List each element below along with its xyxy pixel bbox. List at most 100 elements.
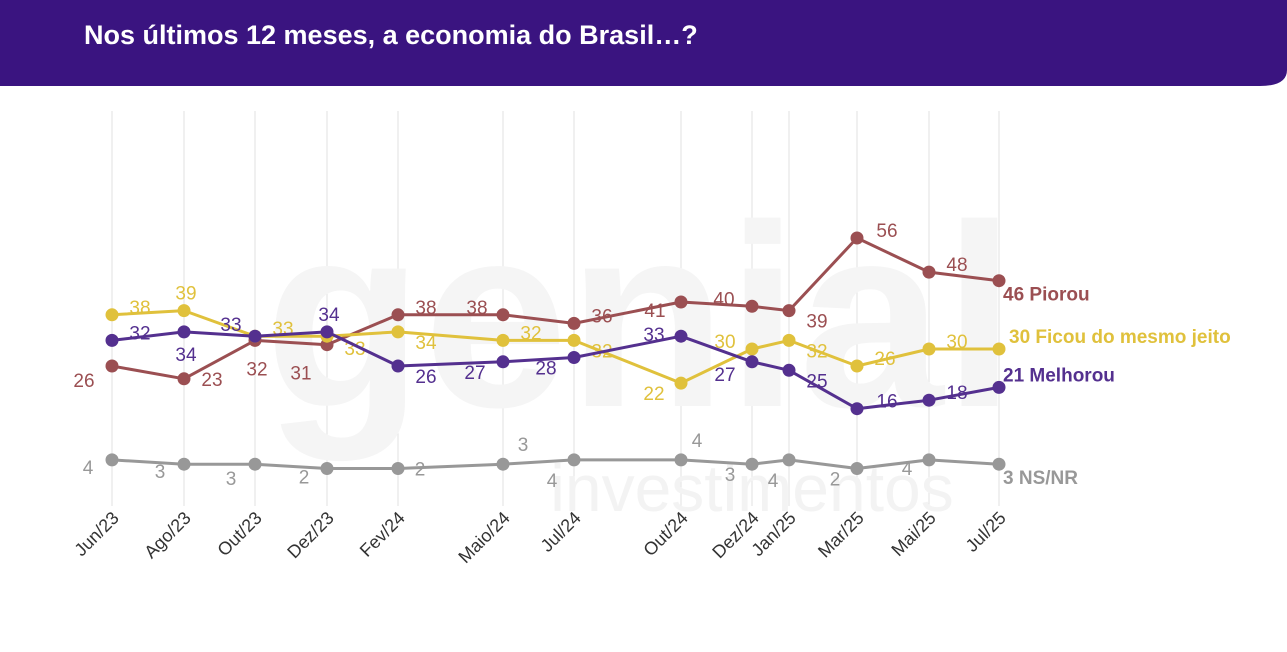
point-nsnr-7 [674, 453, 688, 467]
point-nsnr-4 [391, 462, 405, 475]
header-banner: Nos últimos 12 meses, a economia do Bras… [0, 0, 1287, 86]
data-label-piorou-4: 38 [415, 298, 436, 319]
data-label-nsnr-5: 3 [518, 435, 529, 456]
point-melhorou-7 [674, 329, 688, 343]
data-label-melhorou-5: 27 [464, 363, 485, 384]
x-tick-label-0: Jun/23 [70, 508, 122, 560]
point-ficou-10 [850, 359, 864, 373]
data-label-nsnr-6: 4 [547, 471, 558, 492]
data-label-nsnr-8: 3 [725, 465, 736, 486]
point-ficou-11 [922, 342, 936, 356]
point-piorou-8 [745, 299, 759, 313]
x-tick-label-4: Fev/24 [356, 508, 409, 561]
point-piorou-7 [674, 295, 688, 309]
data-label-melhorou-10: 16 [876, 392, 897, 413]
point-piorou-1 [177, 372, 191, 386]
point-ficou-8 [745, 342, 759, 356]
data-label-ficou-8: 30 [714, 332, 735, 353]
end-label-melhorou: 21 Melhorou [1003, 365, 1115, 386]
point-melhorou-5 [496, 355, 510, 369]
data-label-nsnr-11: 4 [902, 459, 913, 480]
data-label-melhorou-4: 26 [415, 367, 436, 388]
point-melhorou-9 [782, 363, 796, 377]
data-label-ficou-4: 34 [415, 333, 437, 354]
end-label-piorou: 46 Piorou [1003, 285, 1090, 306]
point-nsnr-5 [496, 457, 510, 471]
data-label-nsnr-0: 4 [83, 458, 94, 479]
data-label-piorou-8: 40 [713, 289, 734, 310]
data-label-piorou-11: 48 [946, 255, 967, 276]
point-nsnr-12 [992, 457, 1006, 471]
point-melhorou-0 [105, 333, 119, 347]
point-ficou-12 [992, 342, 1006, 356]
point-ficou-9 [782, 333, 796, 347]
point-nsnr-1 [177, 457, 191, 471]
data-label-piorou-0: 26 [73, 371, 94, 392]
point-piorou-5 [496, 308, 510, 322]
series-melhorou: 32 34 33 34 26 27 28 33 27 25 16 18 21 Melhorou [105, 305, 1115, 416]
x-tick-label-3: Dez/23 [283, 508, 337, 562]
point-nsnr-11 [922, 453, 936, 467]
point-nsnr-9 [782, 453, 796, 467]
point-piorou-12 [992, 274, 1006, 288]
point-ficou-6 [567, 333, 581, 347]
point-ficou-4 [391, 325, 405, 339]
data-label-melhorou-6: 28 [535, 359, 556, 380]
point-melhorou-8 [745, 355, 759, 369]
x-tick-label-2: Out/23 [213, 508, 265, 560]
point-melhorou-1 [177, 325, 191, 339]
data-label-ficou-1: 39 [175, 284, 196, 305]
point-melhorou-4 [391, 359, 405, 373]
data-label-nsnr-7: 4 [692, 431, 703, 452]
data-label-melhorou-8: 27 [714, 365, 735, 386]
x-tick-label-5: Maio/24 [454, 508, 513, 567]
data-label-melhorou-3: 34 [318, 305, 340, 326]
point-melhorou-6 [567, 351, 581, 364]
point-melhorou-3 [320, 325, 334, 339]
data-label-ficou-7: 22 [643, 384, 664, 405]
data-label-nsnr-9: 4 [768, 471, 779, 492]
header-background [0, 0, 1287, 86]
data-label-ficou-0: 38 [129, 298, 150, 319]
data-label-piorou-3: 31 [290, 364, 311, 385]
point-ficou-0 [105, 308, 119, 322]
data-label-piorou-7: 41 [644, 301, 665, 322]
data-label-melhorou-11: 18 [946, 383, 967, 404]
point-piorou-10 [850, 231, 864, 245]
watermark: genial investimentos [264, 172, 1015, 525]
data-label-ficou-2: 33 [272, 319, 293, 340]
point-nsnr-0 [105, 453, 119, 467]
data-label-nsnr-3: 2 [299, 468, 310, 489]
point-melhorou-12 [992, 380, 1006, 394]
point-piorou-0 [105, 359, 119, 373]
data-label-nsnr-10: 2 [830, 470, 841, 491]
data-label-nsnr-1: 3 [155, 462, 166, 483]
point-nsnr-8 [745, 457, 759, 471]
point-nsnr-2 [248, 457, 262, 471]
data-label-piorou-9: 39 [806, 312, 827, 333]
point-ficou-5 [496, 333, 510, 347]
data-label-nsnr-2: 3 [226, 469, 237, 490]
data-label-piorou-6: 36 [591, 306, 612, 327]
data-label-melhorou-9: 25 [806, 371, 827, 392]
data-label-piorou-5: 38 [466, 298, 487, 319]
data-label-melhorou-7: 33 [643, 325, 664, 346]
point-melhorou-2 [248, 329, 262, 343]
data-label-melhorou-2: 33 [220, 315, 241, 336]
x-tick-label-12: Jul/25 [962, 508, 1010, 556]
end-label-ficou: 30 Ficou do mesmo jeito [1009, 327, 1231, 348]
data-label-piorou-2: 32 [246, 359, 267, 380]
data-label-melhorou-1: 34 [175, 345, 197, 366]
data-label-ficou-10: 26 [874, 349, 895, 370]
series-piorou: 26 23 32 31 38 38 36 41 40 39 56 48 46 Piorou [73, 221, 1089, 392]
data-label-piorou-10: 56 [876, 221, 897, 242]
point-piorou-11 [922, 265, 936, 279]
point-melhorou-11 [922, 393, 936, 407]
point-nsnr-6 [567, 453, 581, 467]
chart-title: Nos últimos 12 meses, a economia do Bras… [84, 20, 698, 50]
point-piorou-6 [567, 316, 581, 330]
data-label-melhorou-0: 32 [129, 323, 150, 344]
data-label-ficou-9: 32 [806, 341, 827, 362]
